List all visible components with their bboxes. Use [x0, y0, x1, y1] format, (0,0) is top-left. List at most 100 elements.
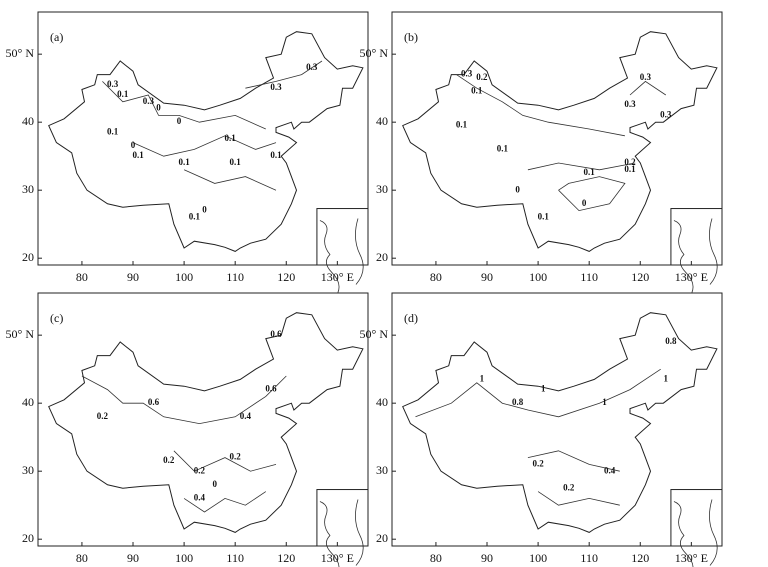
contour-line — [183, 491, 267, 513]
contour-label: 0.1 — [624, 164, 636, 174]
contour-label: 0 — [131, 140, 136, 150]
x-tick-label: 120 — [277, 551, 295, 565]
contour-label: 0.3 — [461, 69, 473, 79]
x-tick-label: 80 — [76, 551, 88, 565]
y-tick-label: 50° N — [360, 46, 389, 60]
y-tick-label: 30 — [376, 182, 388, 196]
country-outline — [48, 31, 364, 252]
y-tick-label: 50° N — [360, 327, 389, 341]
panel-label: (a) — [50, 30, 63, 44]
contour-label: 0 — [582, 198, 587, 208]
map-panel: (b)0.3 0.20.10.10.30.30.30.20.10.100.100.… — [360, 11, 723, 293]
contour-label: 1 — [602, 397, 607, 407]
x-tick-label: 130° E — [675, 551, 708, 565]
contour-line — [132, 135, 277, 157]
country-outline — [402, 31, 718, 252]
y-tick-label: 20 — [22, 531, 34, 545]
inset-frame — [670, 208, 723, 266]
x-tick-label: 120 — [631, 551, 649, 565]
inset-coast — [673, 499, 718, 567]
y-tick-label: 20 — [22, 250, 34, 264]
contour-label: 0.2 — [563, 482, 575, 492]
contour-label: 0.1 — [107, 126, 119, 136]
x-tick-label: 100 — [529, 270, 547, 284]
y-tick-label: 40 — [22, 395, 34, 409]
contour-label: 0.1 — [538, 211, 550, 221]
panel-frame — [37, 292, 369, 547]
inset-frame — [316, 208, 369, 266]
contour-label: 0.2 — [163, 455, 175, 465]
y-tick-label: 40 — [376, 114, 388, 128]
contour-label: 0.1 — [497, 143, 509, 153]
map-panel: (d) 1 0.8 1 0.8 1 0.2 0.2 0.4 1 80 90 100 110 120 130° … — [360, 292, 723, 567]
inset-coast — [319, 218, 364, 293]
x-tick-label: 130° E — [675, 270, 708, 284]
contour-label: 0.2 — [194, 465, 206, 475]
contour-line — [527, 162, 636, 171]
country-outline — [402, 312, 718, 533]
x-tick-label: 100 — [175, 270, 193, 284]
contour-label: 0 — [156, 103, 161, 113]
y-tick-label: 40 — [376, 395, 388, 409]
contour-label: 0.1 — [178, 157, 190, 167]
x-tick-label: 130° E — [321, 551, 354, 565]
panel-label: (b) — [404, 30, 418, 44]
contour-label: 1 — [541, 384, 546, 394]
x-tick-label: 90 — [481, 270, 493, 284]
contour-line — [537, 491, 620, 506]
x-tick-label: 90 — [481, 551, 493, 565]
contour-label: 0 — [212, 479, 217, 489]
contour-label: 0.2 — [532, 458, 544, 468]
panel-label: (c) — [50, 311, 63, 325]
y-tick-label: 40 — [22, 114, 34, 128]
contour-label: 0.3 — [624, 99, 636, 109]
x-tick-label: 80 — [76, 270, 88, 284]
contour-label: 0.3 — [270, 82, 282, 92]
contour-line — [245, 60, 323, 89]
x-tick-label: 80 — [430, 551, 442, 565]
contour-label: 0.2 — [97, 411, 109, 421]
contour-label: 0.1 — [189, 211, 201, 221]
contour-label: 1 — [480, 373, 485, 383]
x-tick-label: 100 — [529, 551, 547, 565]
y-tick-label: 20 — [376, 250, 388, 264]
contour-line — [415, 368, 661, 418]
contour-label: 0.3 — [660, 109, 672, 119]
contour-label: 0.6 — [148, 397, 160, 407]
panel-frame — [391, 11, 723, 266]
contour-line — [183, 169, 277, 191]
x-tick-label: 110 — [580, 270, 598, 284]
contour-line — [456, 74, 625, 137]
map-panel: (c) 0.2 0.6 0.4 0.6 0.6 0.2 0.2 0 0.2 0.4 80 90 100 11… — [6, 292, 369, 567]
panel-frame — [391, 292, 723, 547]
country-outline — [48, 312, 364, 533]
x-tick-label: 110 — [226, 270, 244, 284]
contour-label: 0.1 — [230, 157, 242, 167]
contour-label: 0.6 — [265, 384, 277, 394]
contour-label: 0.3 — [640, 72, 652, 82]
contour-label: 0.2 — [476, 72, 488, 82]
contour-label: 0 — [202, 205, 207, 215]
contour-line — [102, 81, 266, 130]
y-tick-label: 50° N — [6, 327, 35, 341]
contour-label: 0.1 — [456, 120, 468, 130]
x-tick-label: 90 — [127, 270, 139, 284]
x-tick-label: 90 — [127, 551, 139, 565]
panel-label: (d) — [404, 311, 418, 325]
contour-label: 0.3 — [306, 62, 318, 72]
contour-label: 0.8 — [665, 336, 677, 346]
y-tick-label: 30 — [22, 463, 34, 477]
contour-label: 0.1 — [270, 150, 282, 160]
contour-label: 0.4 — [604, 465, 616, 475]
map-panel: (a)0.30.10.30.10000.10.10.10.10.10.30.30… — [6, 11, 369, 293]
y-tick-label: 20 — [376, 531, 388, 545]
contour-line — [629, 80, 667, 96]
contour-label: 0.8 — [512, 397, 524, 407]
inset-coast — [319, 499, 364, 567]
contour-label: 0.3 — [107, 79, 119, 89]
contour-line — [558, 176, 626, 212]
inset-coast — [673, 218, 718, 293]
contour-label: 0.4 — [240, 411, 252, 421]
contour-line — [173, 450, 277, 472]
